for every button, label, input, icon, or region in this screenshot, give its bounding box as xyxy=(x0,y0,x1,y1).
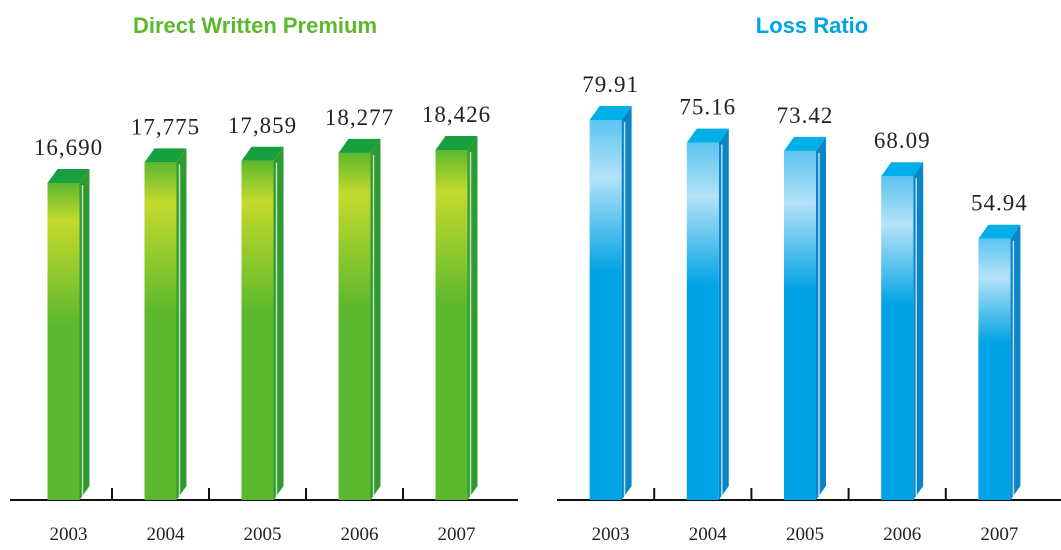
bar-top xyxy=(784,136,826,151)
value-label: 17,775 xyxy=(131,114,200,139)
x-tick-label: 2003 xyxy=(50,524,88,545)
bar-top xyxy=(435,136,478,150)
value-label: 17,859 xyxy=(228,113,297,138)
bar-top xyxy=(589,106,632,120)
x-tick-label: 2003 xyxy=(592,524,630,545)
bar xyxy=(338,152,371,500)
bar-top xyxy=(686,128,729,143)
bar-side xyxy=(79,168,90,500)
bar xyxy=(435,150,468,500)
bar-side xyxy=(718,128,729,501)
value-label: 68.09 xyxy=(874,128,931,153)
value-label: 73.42 xyxy=(777,103,834,128)
x-tick-label: 2005 xyxy=(786,524,824,545)
bar-top xyxy=(881,162,924,177)
x-tick-label: 2004 xyxy=(147,524,186,545)
bar-top xyxy=(338,138,381,153)
x-tick-label: 2007 xyxy=(438,524,476,545)
chart-title: Loss Ratio xyxy=(756,13,868,38)
bar-side xyxy=(1010,224,1021,500)
bar-side xyxy=(176,148,187,501)
value-label: 75.16 xyxy=(679,95,736,120)
value-label: 79.91 xyxy=(582,72,639,97)
bar xyxy=(241,160,274,500)
bar xyxy=(47,182,80,500)
value-label: 18,277 xyxy=(325,105,394,130)
bar xyxy=(144,162,177,501)
bar xyxy=(784,150,816,500)
bar xyxy=(589,120,622,500)
bar xyxy=(881,176,914,500)
bar-side xyxy=(370,138,381,500)
chart-title: Direct Written Premium xyxy=(133,13,377,38)
x-tick-label: 2006 xyxy=(341,524,379,545)
x-tick-label: 2004 xyxy=(689,524,728,545)
bar-side xyxy=(273,146,284,500)
bar xyxy=(686,142,719,501)
bar-top xyxy=(47,168,90,183)
value-label: 16,690 xyxy=(34,135,103,160)
bar-top xyxy=(241,146,284,161)
bar-side xyxy=(913,162,924,500)
bar-side xyxy=(467,136,478,500)
bar-side xyxy=(816,136,826,500)
x-tick-label: 2007 xyxy=(980,524,1018,545)
bar xyxy=(978,238,1011,500)
bar-top xyxy=(978,224,1021,239)
value-label: 18,426 xyxy=(422,102,491,127)
x-tick-label: 2006 xyxy=(883,524,921,545)
bar-side xyxy=(621,106,632,500)
bar-top xyxy=(144,148,187,163)
x-tick-label: 2005 xyxy=(244,524,282,545)
value-label: 54.94 xyxy=(971,191,1028,216)
